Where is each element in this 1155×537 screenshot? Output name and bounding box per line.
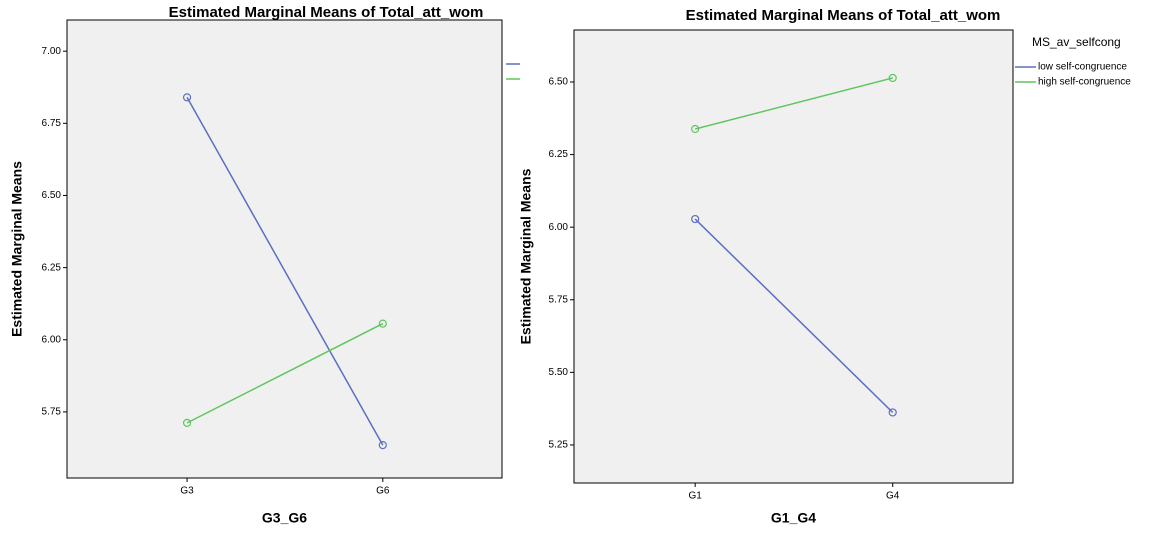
data-point xyxy=(182,93,192,102)
y-tick-label: 6.50 xyxy=(42,190,62,201)
x-axis-label: G3_G6 xyxy=(262,510,307,526)
chart-title: Estimated Marginal Means of Total_att_wo… xyxy=(686,7,1001,24)
legend-label: high self-congruence xyxy=(1038,77,1131,88)
y-tick-label: 7.00 xyxy=(42,46,62,57)
y-axis-label: Estimated Marginal Means xyxy=(518,168,534,344)
x-tick-label: G1 xyxy=(688,491,702,502)
x-tick-label: G4 xyxy=(886,491,900,502)
y-tick-label: 6.50 xyxy=(549,77,569,88)
data-point xyxy=(888,408,897,417)
data-point xyxy=(378,441,387,450)
legend-label: low self-congruence xyxy=(1038,62,1127,73)
y-tick-label: 5.50 xyxy=(549,367,569,378)
plot-area xyxy=(573,29,1014,484)
series-line xyxy=(186,96,384,446)
x-tick-label: G3 xyxy=(180,486,194,497)
chart-title: Estimated Marginal Means of Total_att_wo… xyxy=(169,4,484,21)
y-tick-label: 6.75 xyxy=(42,118,62,129)
y-tick-label: 6.25 xyxy=(549,149,569,160)
y-tick-label: 6.00 xyxy=(549,222,569,233)
y-tick-label: 6.00 xyxy=(42,334,62,345)
series-line xyxy=(694,218,894,413)
data-point xyxy=(888,73,897,83)
y-tick-label: 5.75 xyxy=(42,407,62,418)
data-point xyxy=(182,418,192,427)
y-axis-label: Estimated Marginal Means xyxy=(9,161,25,337)
data-point xyxy=(378,319,387,328)
plot-area xyxy=(66,19,503,479)
data-point xyxy=(691,124,700,134)
data-point xyxy=(691,214,700,224)
x-axis-label: G1_G4 xyxy=(771,510,816,526)
y-tick-label: 6.25 xyxy=(42,262,62,273)
y-tick-label: 5.25 xyxy=(549,440,569,451)
series-line xyxy=(186,322,384,424)
legend-title: MS_av_selfcong xyxy=(1032,35,1121,49)
x-tick-label: G6 xyxy=(376,486,390,497)
y-tick-label: 5.75 xyxy=(549,294,569,305)
series-line xyxy=(694,77,893,130)
